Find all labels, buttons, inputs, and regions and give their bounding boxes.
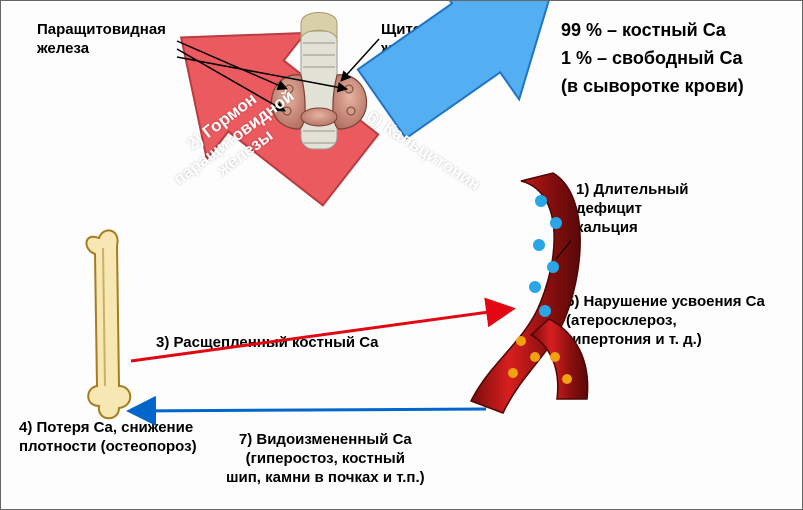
- diagram-stage: 99 % – костный Ca 1 % – свободный Ca (в …: [0, 0, 803, 510]
- arrow-item-7: [131, 409, 486, 411]
- vessel-icon: [471, 173, 588, 413]
- bone-icon: [86, 230, 130, 418]
- big-arrow-calcitonin: [339, 1, 597, 165]
- diagram-svg: [1, 1, 803, 510]
- arrow-item-3: [131, 309, 511, 361]
